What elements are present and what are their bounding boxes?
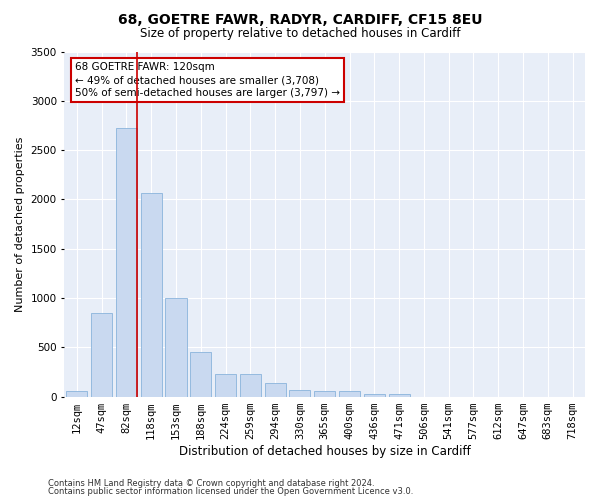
Bar	[215, 374, 236, 396]
Text: Size of property relative to detached houses in Cardiff: Size of property relative to detached ho…	[140, 28, 460, 40]
Bar	[314, 390, 335, 396]
Bar	[140, 194, 162, 396]
Bar	[91, 313, 112, 396]
Bar	[240, 374, 261, 396]
Bar	[339, 391, 360, 396]
X-axis label: Distribution of detached houses by size in Cardiff: Distribution of detached houses by size …	[179, 444, 470, 458]
Y-axis label: Number of detached properties: Number of detached properties	[15, 136, 25, 312]
Bar	[116, 128, 137, 396]
Text: Contains HM Land Registry data © Crown copyright and database right 2024.: Contains HM Land Registry data © Crown c…	[48, 478, 374, 488]
Bar	[190, 352, 211, 397]
Bar	[389, 394, 410, 396]
Bar	[265, 383, 286, 396]
Text: 68 GOETRE FAWR: 120sqm
← 49% of detached houses are smaller (3,708)
50% of semi-: 68 GOETRE FAWR: 120sqm ← 49% of detached…	[75, 62, 340, 98]
Text: Contains public sector information licensed under the Open Government Licence v3: Contains public sector information licen…	[48, 487, 413, 496]
Bar	[67, 390, 88, 396]
Bar	[166, 298, 187, 396]
Bar	[289, 390, 310, 396]
Text: 68, GOETRE FAWR, RADYR, CARDIFF, CF15 8EU: 68, GOETRE FAWR, RADYR, CARDIFF, CF15 8E…	[118, 12, 482, 26]
Bar	[364, 394, 385, 396]
